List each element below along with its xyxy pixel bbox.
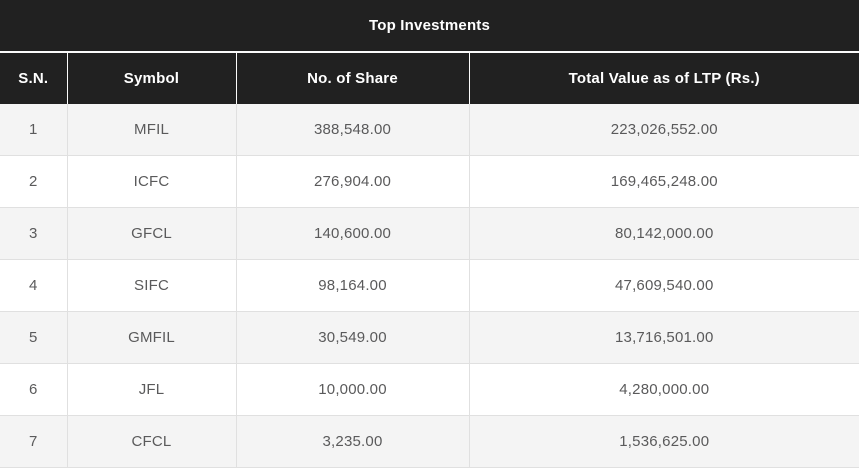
cell-total: 47,609,540.00 — [468, 259, 859, 312]
cell-total: 13,716,501.00 — [468, 311, 859, 364]
cell-total: 80,142,000.00 — [468, 207, 859, 260]
cell-total: 4,280,000.00 — [468, 363, 859, 416]
cell-total: 223,026,552.00 — [468, 104, 859, 156]
table-row: 5 GMFIL 30,549.00 13,716,501.00 — [0, 311, 859, 364]
table-row: 7 CFCL 3,235.00 1,536,625.00 — [0, 415, 859, 468]
cell-symbol: ICFC — [66, 155, 237, 208]
table-title-row: Top Investments — [0, 0, 859, 53]
cell-shares: 30,549.00 — [235, 311, 470, 364]
column-header-row: S.N. Symbol No. of Share Total Value as … — [0, 52, 859, 104]
cell-shares: 3,235.00 — [235, 415, 470, 468]
table-row: 1 MFIL 388,548.00 223,026,552.00 — [0, 104, 859, 156]
cell-shares: 98,164.00 — [235, 259, 470, 312]
cell-symbol: GMFIL — [66, 311, 237, 364]
table-body: 1 MFIL 388,548.00 223,026,552.00 2 ICFC 276,90… — [0, 104, 859, 468]
table-row: 3 GFCL 140,600.00 80,142,000.00 — [0, 207, 859, 260]
cell-symbol: JFL — [66, 363, 237, 416]
table-header: Top Investments S.N. Symbol No. of Share… — [0, 0, 859, 104]
column-header-shares: No. of Share — [235, 52, 469, 104]
column-header-total-value: Total Value as of LTP (Rs.) — [468, 52, 859, 104]
cell-shares: 10,000.00 — [235, 363, 470, 416]
table-row: 2 ICFC 276,904.00 169,465,248.00 — [0, 155, 859, 208]
cell-sn: 5 — [0, 311, 68, 364]
cell-shares: 276,904.00 — [235, 155, 470, 208]
cell-sn: 1 — [0, 104, 68, 156]
cell-sn: 3 — [0, 207, 68, 260]
cell-shares: 388,548.00 — [235, 104, 470, 156]
cell-symbol: GFCL — [66, 207, 237, 260]
cell-shares: 140,600.00 — [235, 207, 470, 260]
cell-symbol: MFIL — [66, 104, 237, 156]
cell-symbol: SIFC — [66, 259, 237, 312]
cell-total: 169,465,248.00 — [468, 155, 859, 208]
cell-sn: 2 — [0, 155, 68, 208]
cell-sn: 4 — [0, 259, 68, 312]
cell-symbol: CFCL — [66, 415, 237, 468]
column-header-symbol: Symbol — [66, 52, 236, 104]
table-row: 6 JFL 10,000.00 4,280,000.00 — [0, 363, 859, 416]
table-title: Top Investments — [0, 0, 859, 53]
table-row: 4 SIFC 98,164.00 47,609,540.00 — [0, 259, 859, 312]
column-header-sn: S.N. — [0, 52, 67, 104]
cell-sn: 6 — [0, 363, 68, 416]
cell-sn: 7 — [0, 415, 68, 468]
cell-total: 1,536,625.00 — [468, 415, 859, 468]
